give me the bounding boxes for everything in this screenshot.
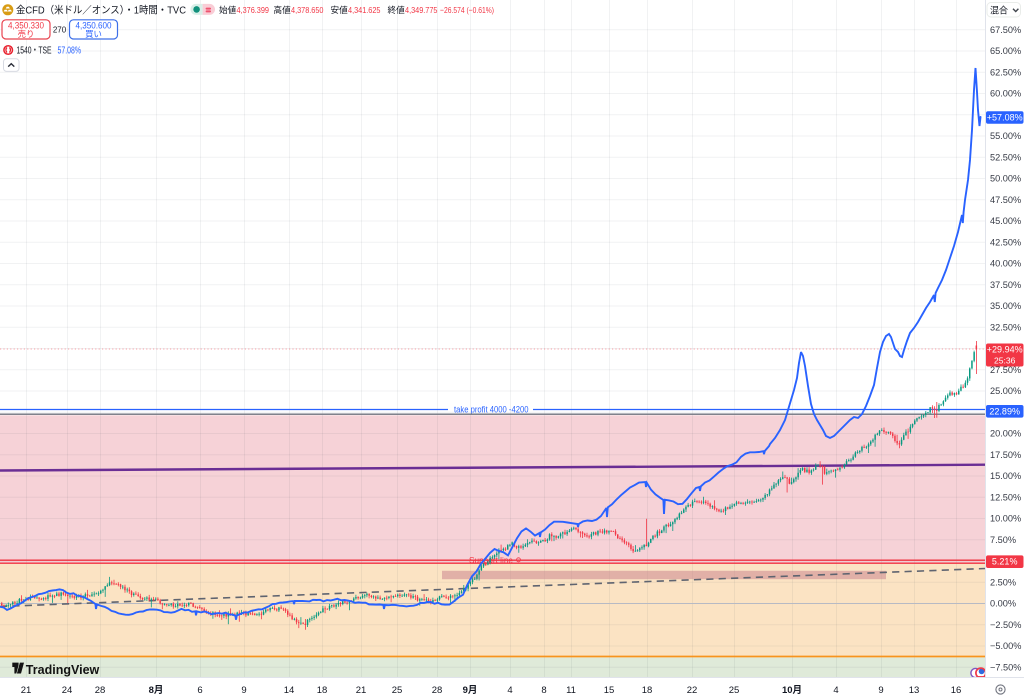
svg-text:11: 11 [566, 685, 576, 696]
svg-text:18: 18 [317, 685, 328, 696]
svg-text:25.00%: 25.00% [990, 386, 1021, 396]
svg-text:−2.50%: −2.50% [990, 620, 1021, 630]
svg-text:4: 4 [507, 685, 512, 696]
svg-text:8: 8 [541, 685, 546, 696]
svg-text:22.89%: 22.89% [989, 406, 1020, 416]
svg-text:18: 18 [642, 685, 653, 696]
svg-text:28: 28 [95, 685, 106, 696]
svg-text:4,341.625: 4,341.625 [348, 5, 381, 15]
svg-text:+29.94%: +29.94% [987, 345, 1023, 355]
svg-text:35.00%: 35.00% [990, 301, 1021, 311]
svg-text:4,376.399: 4,376.399 [237, 5, 270, 15]
svg-text:−26.574 (−0.61%): −26.574 (−0.61%) [440, 5, 494, 15]
svg-text:42.50%: 42.50% [990, 237, 1021, 247]
svg-text:21: 21 [356, 685, 367, 696]
svg-text:4,350.600: 4,350.600 [76, 19, 112, 30]
svg-text:take profit 4000 -4200: take profit 4000 -4200 [454, 404, 529, 414]
svg-text:9月: 9月 [463, 685, 478, 696]
svg-text:25: 25 [729, 685, 740, 696]
svg-text:47.50%: 47.50% [990, 195, 1021, 205]
svg-text:終値: 終値 [388, 4, 406, 15]
svg-text:13: 13 [909, 685, 920, 696]
svg-text:9: 9 [241, 685, 246, 696]
svg-text:17.50%: 17.50% [990, 450, 1021, 460]
svg-text:270: 270 [53, 26, 67, 35]
svg-text:65.00%: 65.00% [990, 46, 1021, 56]
svg-text:6: 6 [197, 685, 202, 696]
svg-text:40.00%: 40.00% [990, 259, 1021, 269]
svg-text:売り: 売り [18, 29, 35, 39]
svg-text:0.00%: 0.00% [990, 599, 1016, 609]
svg-text:混合: 混合 [990, 5, 1008, 16]
svg-text:1540・TSE: 1540・TSE [17, 46, 52, 57]
svg-text:金CFD（米ドル／オンス）・1時間・TVC: 金CFD（米ドル／オンス）・1時間・TVC [16, 4, 186, 17]
svg-text:37.50%: 37.50% [990, 280, 1021, 290]
svg-text:Support line: Support line [469, 555, 513, 565]
svg-text:高値: 高値 [274, 4, 292, 15]
svg-text:10月: 10月 [782, 685, 802, 696]
svg-text:15.00%: 15.00% [990, 471, 1021, 481]
svg-text:50.00%: 50.00% [990, 174, 1021, 184]
svg-text:57.08%: 57.08% [58, 46, 82, 57]
svg-text:24: 24 [62, 685, 73, 696]
svg-text:4: 4 [833, 685, 838, 696]
svg-text:TradingView: TradingView [26, 662, 100, 677]
svg-text:21: 21 [21, 685, 32, 696]
svg-text:55.00%: 55.00% [990, 131, 1021, 141]
svg-text:20.00%: 20.00% [990, 429, 1021, 439]
svg-text:67.50%: 67.50% [990, 25, 1021, 35]
svg-text:52.50%: 52.50% [990, 152, 1021, 162]
svg-text:62.50%: 62.50% [990, 68, 1021, 78]
svg-text:10.00%: 10.00% [990, 514, 1021, 524]
svg-text:4,350.330: 4,350.330 [8, 19, 44, 30]
svg-text:買い: 買い [85, 29, 102, 39]
svg-text:9: 9 [878, 685, 883, 696]
svg-text:始値: 始値 [219, 4, 237, 15]
svg-text:15: 15 [604, 685, 615, 696]
svg-text:16: 16 [951, 685, 962, 696]
svg-text:32.50%: 32.50% [990, 322, 1021, 332]
svg-text:45.00%: 45.00% [990, 216, 1021, 226]
svg-text:12.50%: 12.50% [990, 492, 1021, 502]
svg-text:25: 25 [392, 685, 403, 696]
svg-text:4,378.650: 4,378.650 [291, 5, 324, 15]
svg-text:安値: 安値 [331, 4, 349, 15]
svg-text:25:36: 25:36 [994, 356, 1016, 366]
svg-text:−5.00%: −5.00% [990, 641, 1021, 651]
svg-text:27.50%: 27.50% [990, 365, 1021, 375]
svg-text:7.50%: 7.50% [990, 535, 1016, 545]
svg-text:−7.50%: −7.50% [990, 663, 1021, 673]
svg-text:+57.08%: +57.08% [987, 113, 1023, 123]
svg-text:4,349.775: 4,349.775 [405, 5, 438, 15]
svg-text:60.00%: 60.00% [990, 89, 1021, 99]
svg-text:28: 28 [432, 685, 443, 696]
svg-text:14: 14 [284, 685, 295, 696]
svg-text:2.50%: 2.50% [990, 578, 1016, 588]
svg-text:5.21%: 5.21% [992, 557, 1018, 567]
svg-text:8月: 8月 [149, 685, 164, 696]
svg-text:22: 22 [687, 685, 698, 696]
